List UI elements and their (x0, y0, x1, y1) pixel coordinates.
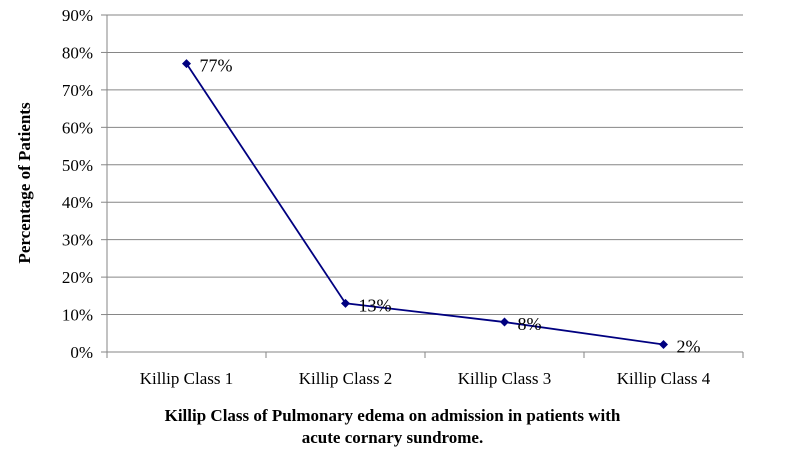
y-tick-label: 40% (62, 193, 93, 212)
y-tick-label: 30% (62, 231, 93, 250)
y-tick-label: 50% (62, 156, 93, 175)
x-tick-label: Killip Class 2 (299, 369, 393, 388)
data-point-marker (182, 59, 191, 69)
x-tick-label: Killip Class 4 (617, 369, 711, 388)
x-tick-label: Killip Class 3 (458, 369, 552, 388)
y-tick-label: 20% (62, 268, 93, 287)
x-tick-labels: Killip Class 1 Killip Class 2 Killip Class… (140, 369, 711, 388)
y-tick-labels: 0% 10% 20% 30% 40% 50% 60% 70% 80% 90% (62, 6, 93, 362)
data-labels: 77% 13% 8% 2% (200, 56, 701, 357)
y-tick-label: 0% (70, 343, 93, 362)
series-line (182, 59, 668, 350)
y-tick-label: 80% (62, 43, 93, 62)
x-axis-title: Killip Class of Pulmonary edema on admis… (0, 405, 785, 449)
y-tick-label: 10% (62, 306, 93, 325)
y-axis-title: Percentage of Patients (15, 102, 34, 264)
axes (101, 14, 744, 358)
data-point-marker (659, 340, 668, 350)
series-line-path (185, 63, 664, 346)
data-point-marker (500, 317, 509, 327)
y-tick-label: 60% (62, 118, 93, 137)
data-label: 13% (359, 295, 392, 315)
data-label: 8% (518, 314, 542, 334)
x-tick-label: Killip Class 1 (140, 369, 234, 388)
data-label: 2% (677, 337, 701, 357)
y-tick-label: 70% (62, 81, 93, 100)
data-label: 77% (200, 56, 233, 76)
x-axis-title-line-2: acute cornary sundrome. (301, 428, 484, 447)
y-tick-label: 90% (62, 6, 93, 25)
grid-lines (107, 14, 743, 316)
data-point-marker (341, 298, 350, 308)
x-axis-title-line-1: Killip Class of Pulmonary edema on admis… (164, 406, 621, 425)
